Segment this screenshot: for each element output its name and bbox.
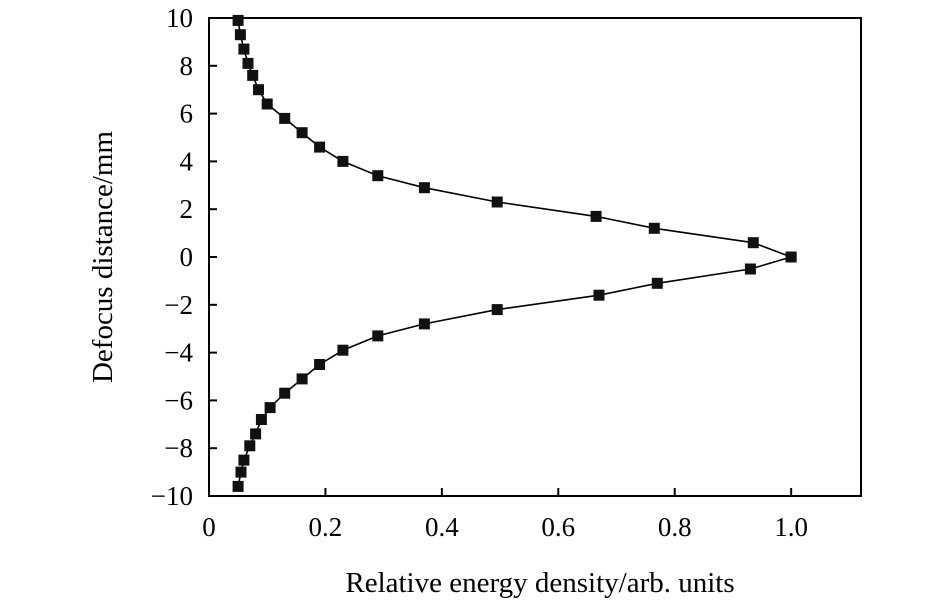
- y-tick-label: −4: [164, 338, 193, 368]
- data-point-series1-12: [372, 170, 384, 182]
- data-point-series1-3: [238, 43, 250, 55]
- x-tick-label: 0.6: [541, 512, 575, 542]
- data-point-series1-2: [234, 29, 246, 41]
- series-line-1: [237, 20, 792, 258]
- data-point-series1-17: [747, 237, 759, 249]
- data-point-series2-6: [418, 318, 430, 330]
- data-point-series1-15: [590, 210, 602, 222]
- data-point-series1-1: [232, 14, 244, 26]
- y-tick-label: 8: [180, 51, 194, 81]
- data-point-series2-7: [372, 330, 384, 342]
- y-tick-label: −8: [164, 433, 193, 463]
- data-point-series2-3: [651, 277, 663, 289]
- x-tick-label: 0.8: [658, 512, 692, 542]
- data-point-series2-14: [250, 428, 262, 440]
- y-tick-label: −6: [164, 385, 193, 415]
- y-axis-ticks: 10 8 6 4 2 0 −2 −4 −6 −8 −10: [151, 3, 217, 511]
- y-tick-label: 2: [180, 194, 194, 224]
- data-point-series1-5: [247, 69, 259, 81]
- data-point-series2-10: [296, 373, 308, 385]
- x-tick-label: 0: [202, 512, 216, 542]
- y-tick-label: 10: [166, 3, 193, 33]
- x-axis-title: Relative energy density/arb. units: [345, 567, 734, 599]
- data-point-series1-7: [261, 98, 273, 110]
- y-tick-label: −2: [164, 290, 193, 320]
- data-point-series2-9: [314, 359, 326, 370]
- y-tick-label: 6: [180, 99, 194, 129]
- data-point-series1-6: [253, 84, 264, 96]
- data-point-series2-8: [337, 344, 349, 356]
- y-axis-title: Defocus distance/mm: [87, 131, 119, 384]
- data-point-series1-14: [491, 196, 503, 208]
- data-point-series2-5: [491, 304, 503, 316]
- series-line-2: [237, 256, 792, 487]
- x-axis-ticks: 0 0.2 0.4 0.6 0.8 1.0: [202, 488, 808, 542]
- data-point-series2-11: [279, 387, 291, 399]
- x-tick-label: 0.4: [425, 512, 459, 542]
- data-point-series1-9: [296, 127, 308, 139]
- x-tick-label: 1.0: [774, 512, 808, 542]
- data-point-series2-15: [244, 440, 256, 452]
- data-point-series1-11: [337, 155, 349, 167]
- data-point-series2-17: [235, 466, 247, 478]
- data-point-series2-13: [255, 414, 267, 425]
- x-tick-label: 0.2: [309, 512, 343, 542]
- data-point-series1-13: [418, 182, 430, 194]
- data-point-series2-16: [238, 454, 250, 466]
- data-point-series2-18: [232, 480, 244, 492]
- data-point-series1-16: [648, 222, 660, 234]
- data-point-series2-2: [744, 263, 756, 275]
- y-tick-label: 0: [180, 242, 194, 272]
- data-point-series1-8: [279, 112, 291, 124]
- data-point-series1-10: [314, 141, 326, 153]
- y-tick-label: 4: [180, 146, 194, 176]
- data-point-series2-1: [785, 251, 797, 263]
- data-point-series2-12: [264, 402, 276, 414]
- plot-frame: [208, 17, 862, 497]
- series-layer: [232, 14, 797, 492]
- data-point-series2-4: [593, 289, 605, 301]
- y-tick-label: −10: [151, 481, 193, 511]
- data-point-series1-4: [242, 57, 254, 69]
